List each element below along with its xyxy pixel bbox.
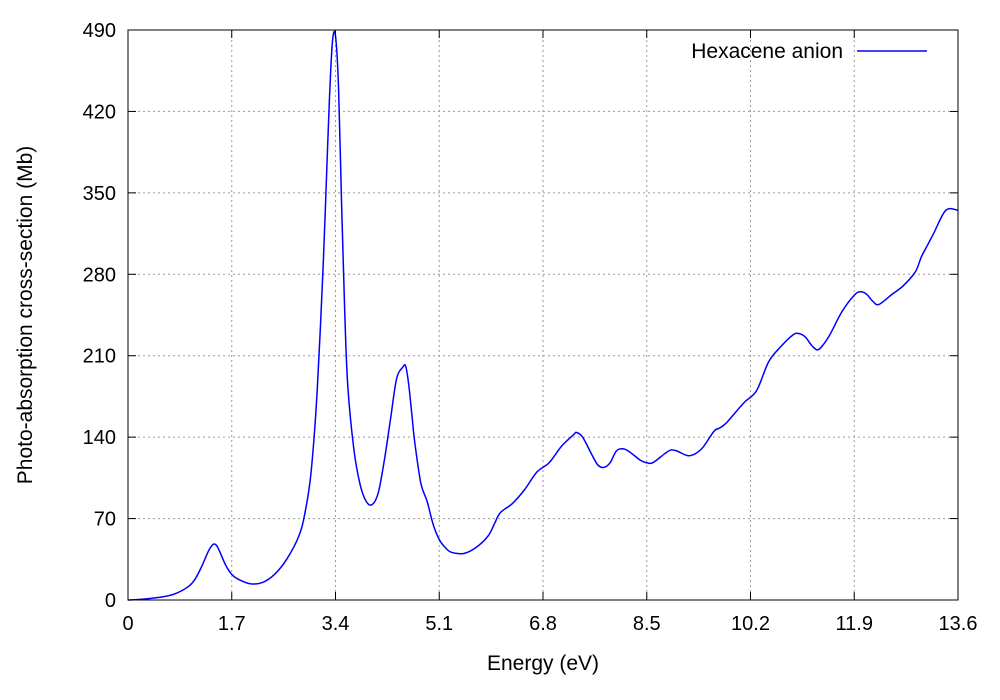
x-tick-label: 0: [122, 613, 133, 635]
x-tick-label: 8.5: [633, 613, 661, 635]
x-tick-label: 1.7: [218, 613, 246, 635]
series-line-hexacene-anion: [127, 30, 959, 601]
y-tick-label: 350: [83, 183, 116, 205]
legend: Hexacene anion: [691, 40, 927, 63]
plot-area: [127, 30, 959, 601]
y-tick-label: 140: [83, 427, 116, 449]
y-tick-label: 0: [105, 590, 116, 612]
x-tick-label: 3.4: [322, 613, 350, 635]
x-axis-label: Energy (eV): [487, 652, 599, 675]
y-tick-label: 280: [83, 264, 116, 286]
y-tick-label: 70: [94, 509, 116, 531]
x-tick-label: 5.1: [425, 613, 453, 635]
x-tick-label: 10.2: [731, 613, 770, 635]
y-axis-label: Photo-absorption cross-section (Mb): [14, 146, 37, 484]
x-tick-label: 6.8: [529, 613, 557, 635]
ticks: 0 1.7 3.4 5.1 6.8 8.5 10.2 11.9 13.6 0 70 140 210 280…: [83, 20, 978, 635]
y-tick-label: 210: [83, 346, 116, 368]
legend-label-hexacene-anion: Hexacene anion: [691, 40, 843, 63]
x-tick-label: 13.6: [939, 613, 978, 635]
y-tick-label: 420: [83, 101, 116, 123]
grid: [128, 30, 958, 600]
x-tick-label: 11.9: [836, 613, 873, 635]
y-tick-label: 490: [83, 20, 116, 42]
